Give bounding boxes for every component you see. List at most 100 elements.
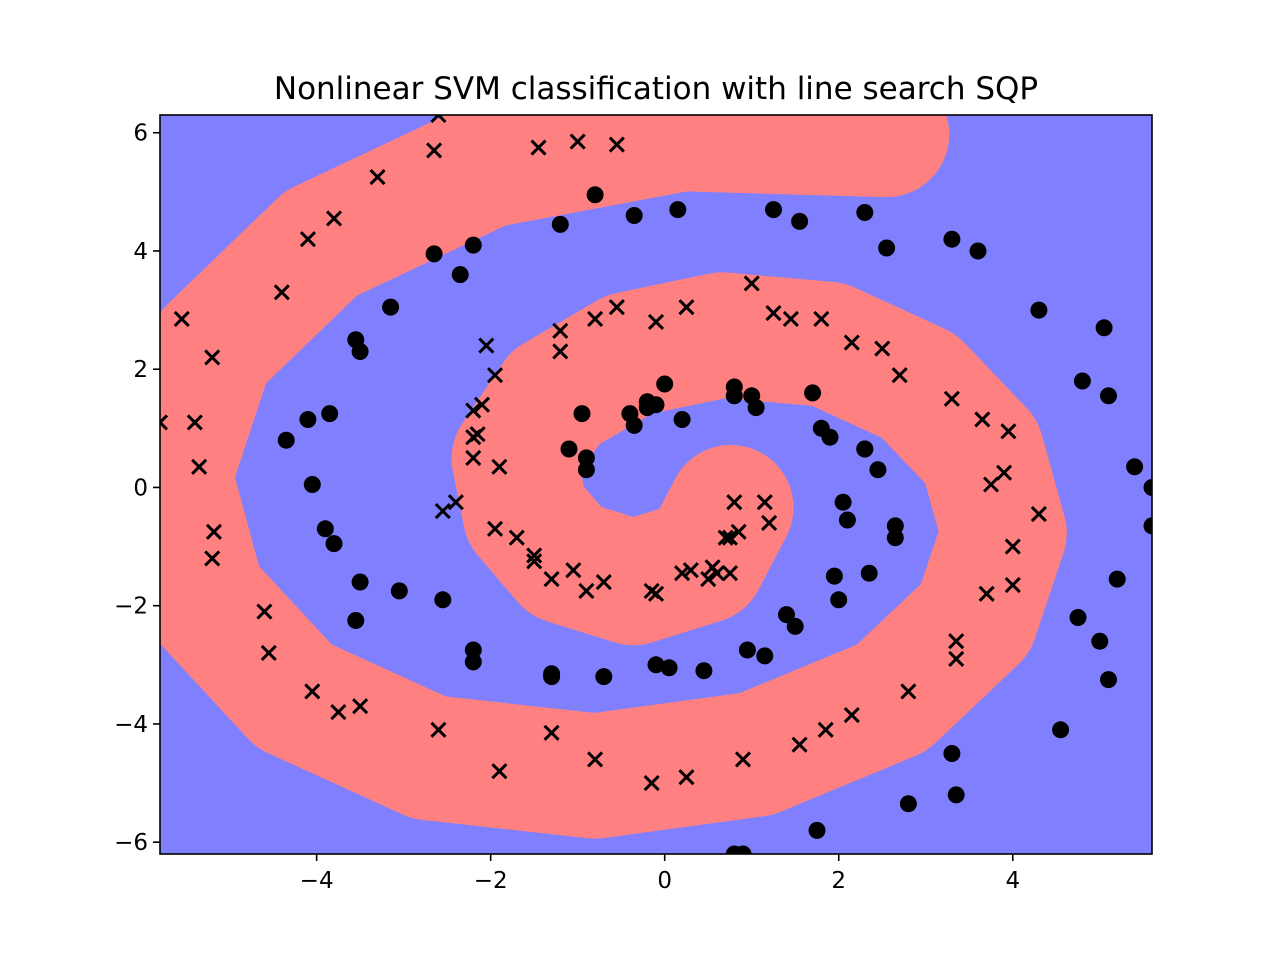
x-tick-label: 4 — [1005, 868, 1020, 894]
o-marker — [1095, 319, 1113, 337]
x-marker — [700, 571, 717, 588]
x-marker — [891, 367, 908, 384]
x-marker — [843, 707, 860, 724]
x-marker — [678, 769, 695, 786]
x-marker — [552, 322, 569, 339]
x-tick-label: 0 — [657, 868, 672, 894]
x-marker — [491, 458, 508, 475]
x-marker — [447, 494, 464, 511]
x-marker — [1004, 576, 1021, 594]
o-marker — [577, 449, 595, 467]
x-marker — [608, 299, 625, 316]
o-marker — [899, 795, 917, 813]
y-tick-label: −4 — [114, 712, 148, 738]
x-marker — [843, 334, 860, 351]
o-marker — [1069, 609, 1087, 626]
o-marker — [425, 245, 443, 263]
x-marker — [325, 210, 343, 227]
o-marker — [1073, 372, 1091, 390]
o-marker — [586, 186, 604, 204]
x-marker — [256, 603, 273, 620]
positive-class-region — [160, 115, 1067, 839]
o-marker — [834, 493, 852, 511]
x-marker — [996, 464, 1013, 481]
y-axis: −6 −4 −2 0 2 4 6 — [114, 121, 160, 856]
x-marker — [273, 284, 290, 301]
o-marker — [560, 440, 578, 458]
y-tick-label: 4 — [133, 239, 148, 265]
x-marker — [765, 304, 782, 322]
x-marker — [674, 565, 691, 582]
x-marker — [717, 529, 734, 546]
o-marker — [451, 266, 469, 284]
o-marker — [638, 399, 656, 417]
x-marker — [721, 565, 739, 582]
x-marker — [526, 553, 543, 570]
o-marker — [464, 236, 482, 254]
x-marker — [900, 683, 917, 700]
x-marker — [730, 523, 747, 540]
o-marker — [573, 405, 591, 423]
x-marker — [761, 514, 778, 531]
x-marker — [1000, 423, 1017, 440]
o-marker — [969, 242, 987, 260]
x-marker — [734, 751, 752, 768]
x-marker — [530, 139, 547, 156]
x-marker — [543, 724, 560, 741]
o-marker — [1108, 570, 1126, 588]
x-marker — [948, 650, 965, 667]
series-o-markers — [277, 186, 1152, 854]
x-marker — [874, 340, 891, 357]
x-marker — [726, 494, 743, 511]
x-marker — [608, 136, 625, 153]
o-marker — [786, 617, 804, 635]
o-marker — [625, 207, 643, 224]
o-marker — [660, 659, 678, 677]
x-marker — [508, 529, 525, 546]
x-marker — [791, 736, 808, 753]
x-marker — [643, 774, 660, 792]
x-marker — [682, 562, 699, 579]
o-marker — [778, 606, 795, 624]
x-marker — [486, 520, 504, 537]
o-marker — [756, 647, 774, 665]
x-marker — [465, 429, 482, 446]
y-tick-label: −2 — [114, 594, 148, 620]
x-marker — [369, 169, 386, 186]
x-marker — [173, 310, 190, 328]
x-marker — [465, 402, 482, 419]
o-marker — [765, 201, 782, 219]
x-marker — [782, 310, 799, 328]
o-marker — [316, 520, 334, 538]
o-marker — [390, 582, 408, 600]
x-marker — [578, 582, 595, 599]
x-marker — [647, 585, 665, 602]
x-marker — [1030, 505, 1047, 523]
x-marker — [473, 396, 491, 413]
o-marker — [299, 411, 317, 428]
o-marker — [738, 641, 756, 659]
o-marker — [747, 399, 765, 417]
o-marker — [1126, 458, 1144, 476]
o-marker — [856, 440, 874, 458]
o-marker — [434, 591, 452, 609]
chart-title: Nonlinear SVM classification with line s… — [274, 71, 1038, 107]
o-marker — [943, 745, 961, 762]
o-marker — [1143, 479, 1152, 496]
x-marker — [678, 299, 695, 316]
o-marker — [804, 384, 822, 402]
o-marker — [856, 204, 874, 221]
x-marker — [330, 704, 347, 721]
x-marker — [943, 390, 960, 407]
x-marker — [204, 550, 221, 567]
o-marker — [347, 612, 365, 629]
o-marker — [1100, 671, 1117, 689]
o-marker — [1052, 721, 1070, 739]
o-marker — [595, 668, 613, 686]
x-marker — [1004, 538, 1021, 555]
series-x-markers — [160, 115, 1047, 792]
x-marker — [982, 476, 1000, 493]
o-marker — [825, 567, 843, 585]
x-marker — [817, 721, 834, 738]
